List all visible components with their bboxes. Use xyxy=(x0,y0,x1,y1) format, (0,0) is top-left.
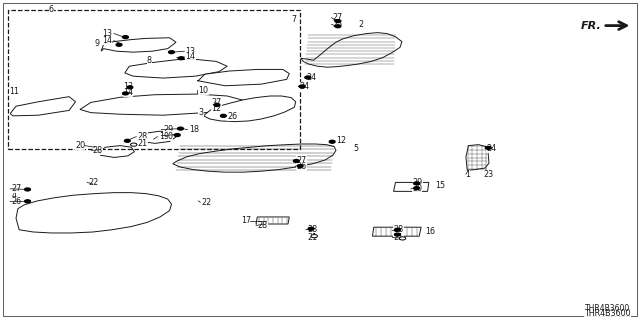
Text: 26: 26 xyxy=(227,112,237,121)
Circle shape xyxy=(297,165,303,168)
Polygon shape xyxy=(173,144,336,172)
Text: 17: 17 xyxy=(241,216,252,225)
Circle shape xyxy=(414,182,420,185)
Polygon shape xyxy=(466,145,489,170)
Text: 21: 21 xyxy=(307,233,317,242)
Text: 7: 7 xyxy=(291,15,296,24)
Circle shape xyxy=(394,228,401,231)
Circle shape xyxy=(125,140,131,142)
Text: 13: 13 xyxy=(186,47,196,56)
Text: 18: 18 xyxy=(189,125,199,134)
Text: 5: 5 xyxy=(353,144,358,153)
Text: 13: 13 xyxy=(123,82,133,91)
Text: 8: 8 xyxy=(147,56,152,65)
Text: 23: 23 xyxy=(483,170,493,179)
Polygon shape xyxy=(10,97,76,116)
Text: 28: 28 xyxy=(394,225,404,234)
Text: 28: 28 xyxy=(138,132,148,141)
Bar xyxy=(8,10,300,149)
Polygon shape xyxy=(101,38,176,52)
Circle shape xyxy=(178,57,184,60)
Text: 14: 14 xyxy=(186,52,196,61)
Polygon shape xyxy=(99,146,134,157)
Text: 29: 29 xyxy=(163,125,173,134)
Circle shape xyxy=(330,140,335,143)
Circle shape xyxy=(399,237,406,240)
Polygon shape xyxy=(16,193,172,233)
Circle shape xyxy=(214,104,220,106)
Polygon shape xyxy=(80,94,246,115)
Circle shape xyxy=(127,86,133,89)
Circle shape xyxy=(300,85,305,88)
Text: 12: 12 xyxy=(336,136,346,145)
Text: 4: 4 xyxy=(12,191,17,200)
Text: 15: 15 xyxy=(435,181,445,190)
Circle shape xyxy=(24,188,30,191)
Text: 11: 11 xyxy=(10,87,20,96)
Text: 22: 22 xyxy=(88,178,99,187)
Circle shape xyxy=(394,233,401,236)
Polygon shape xyxy=(256,217,289,224)
Text: 28: 28 xyxy=(93,146,103,155)
Circle shape xyxy=(24,200,30,203)
Text: 10: 10 xyxy=(198,86,209,95)
Circle shape xyxy=(131,143,137,146)
Text: 12: 12 xyxy=(211,104,221,113)
Text: 24: 24 xyxy=(486,144,497,153)
Text: 21: 21 xyxy=(138,139,148,148)
Polygon shape xyxy=(125,60,227,78)
Text: 24: 24 xyxy=(300,82,310,91)
Text: 30: 30 xyxy=(412,184,422,193)
Text: 21: 21 xyxy=(394,233,404,242)
Text: 30: 30 xyxy=(163,132,173,140)
Circle shape xyxy=(123,92,128,95)
Polygon shape xyxy=(197,69,289,86)
Polygon shape xyxy=(140,131,176,143)
Circle shape xyxy=(486,147,492,149)
Text: 14: 14 xyxy=(123,88,133,97)
Circle shape xyxy=(123,36,128,39)
Text: 28: 28 xyxy=(307,225,317,234)
Text: 27: 27 xyxy=(12,184,22,193)
Circle shape xyxy=(293,160,300,163)
Text: FR.: FR. xyxy=(581,20,602,31)
Circle shape xyxy=(308,228,314,230)
Polygon shape xyxy=(394,182,429,191)
Text: 14: 14 xyxy=(102,36,112,45)
Circle shape xyxy=(305,76,311,79)
Text: 27: 27 xyxy=(296,156,307,164)
Text: THR4B3600: THR4B3600 xyxy=(585,304,630,313)
Circle shape xyxy=(178,127,183,130)
Text: 16: 16 xyxy=(426,227,436,236)
Text: 9: 9 xyxy=(94,39,99,48)
Polygon shape xyxy=(301,33,402,67)
Text: 26: 26 xyxy=(296,162,307,171)
Circle shape xyxy=(220,115,227,117)
Circle shape xyxy=(414,187,420,189)
Text: 1: 1 xyxy=(465,170,470,179)
Circle shape xyxy=(169,51,174,54)
Text: 27: 27 xyxy=(211,98,221,107)
Text: 25: 25 xyxy=(333,20,343,29)
Text: 3: 3 xyxy=(198,108,204,117)
Text: 28: 28 xyxy=(257,221,268,230)
Text: THR4B3600: THR4B3600 xyxy=(584,309,630,318)
Text: 2: 2 xyxy=(358,20,364,29)
Circle shape xyxy=(335,20,341,23)
Text: 24: 24 xyxy=(306,73,316,82)
Circle shape xyxy=(116,44,122,46)
Text: 22: 22 xyxy=(202,198,212,207)
Circle shape xyxy=(175,134,180,137)
Text: 29: 29 xyxy=(412,178,422,187)
Text: 19: 19 xyxy=(159,132,169,141)
Polygon shape xyxy=(372,227,421,236)
Text: 26: 26 xyxy=(12,197,22,206)
Text: 20: 20 xyxy=(75,141,85,150)
Circle shape xyxy=(335,25,341,28)
Text: 27: 27 xyxy=(333,13,343,22)
Text: 6: 6 xyxy=(49,5,54,14)
Circle shape xyxy=(311,235,317,238)
Polygon shape xyxy=(204,96,296,122)
Text: 13: 13 xyxy=(102,29,112,38)
